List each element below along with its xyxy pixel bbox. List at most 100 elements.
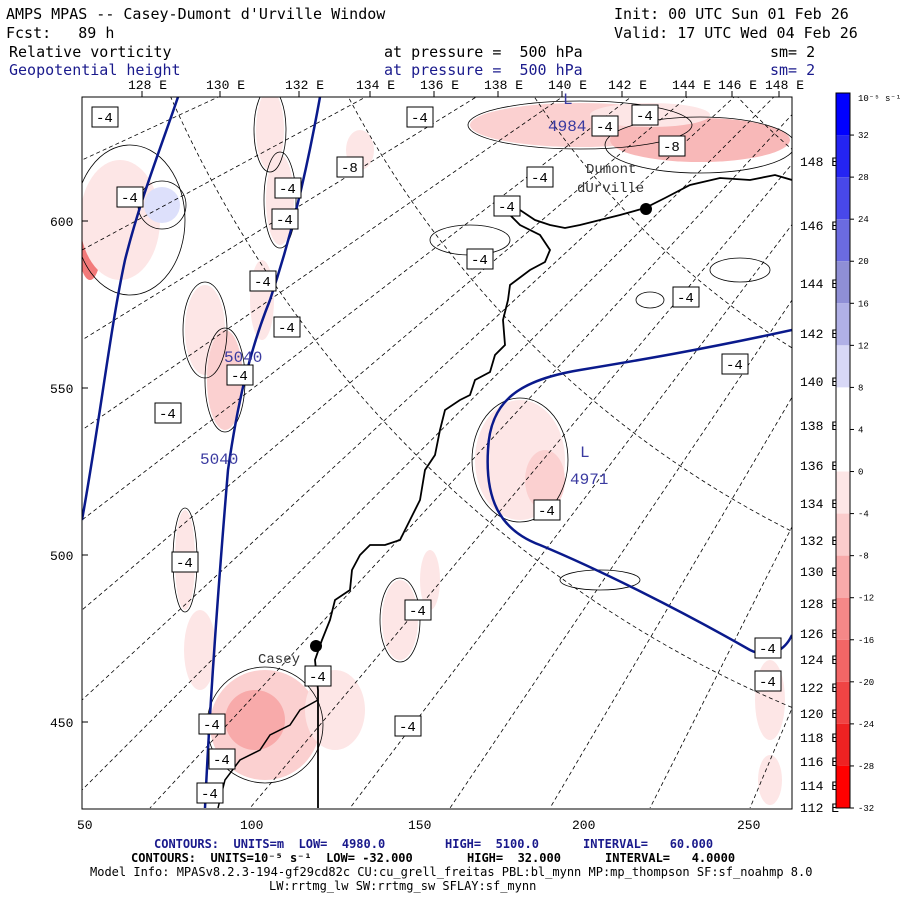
left-axis-label: 450 <box>50 716 73 731</box>
vorticity-label: -4 <box>201 787 218 803</box>
top-lon-label: 148 E <box>765 78 804 93</box>
right-lon-label: 122 E <box>800 681 839 696</box>
meridian-line <box>549 396 792 809</box>
place-labels: Dumont dUrville Casey <box>258 162 644 668</box>
footer-height-interval: INTERVAL= 60.000 <box>583 837 714 851</box>
place-label-dumont: Dumont <box>586 162 636 178</box>
bottom-axis-label: 200 <box>572 818 595 833</box>
vorticity-label: -4 <box>213 753 230 769</box>
colorbar-swatch <box>836 765 850 808</box>
colorbar-tick-label: -12 <box>858 594 874 604</box>
colorbar-unit-label: 10⁻⁵ s⁻¹ <box>858 94 900 104</box>
colorbar-swatch <box>836 597 850 640</box>
vorticity-label: -4 <box>276 213 293 229</box>
bottom-axis-label: 50 <box>77 818 93 833</box>
vorticity-label-box <box>196 782 224 804</box>
vorticity-label-box <box>394 715 422 737</box>
colorbar-tick-label: -32 <box>858 804 874 814</box>
colorbar-tick-label: -4 <box>858 510 869 520</box>
vorticity-label: -4 <box>471 253 488 269</box>
vorticity-label-box <box>336 156 364 178</box>
colorbar-swatch <box>836 639 850 682</box>
colorbar-tick-label: 28 <box>858 173 869 183</box>
vorticity-label: -4 <box>596 120 613 136</box>
height-label: 4984 <box>548 118 586 136</box>
colorbar-tick-label: -24 <box>858 720 874 730</box>
top-lon-label: 142 E <box>608 78 647 93</box>
colorbar-swatch <box>836 681 850 724</box>
vorticity-label: -4 <box>538 504 555 520</box>
vorticity-contours <box>82 97 792 784</box>
vorticity-label-box <box>404 599 432 621</box>
colorbar-tick-label: 12 <box>858 341 869 351</box>
field1-smoothing: sm= 2 <box>770 43 816 61</box>
colorbar-swatch <box>836 261 850 304</box>
colorbar-swatch <box>836 345 850 388</box>
vorticity-label-box <box>304 665 332 687</box>
colorbar-swatch <box>836 471 850 514</box>
vorticity-label: -4 <box>409 604 426 620</box>
vorticity-label-box <box>154 402 182 424</box>
vorticity-label: -4 <box>254 275 271 291</box>
meridian-line <box>82 97 688 611</box>
vorticity-label: -4 <box>279 182 296 198</box>
right-lon-label: 114 E <box>800 779 839 794</box>
vorticity-label: -4 <box>399 720 416 736</box>
vorticity-label: -4 <box>159 407 176 423</box>
top-lon-label: 144 E <box>672 78 711 93</box>
init-time: Init: 00 UTC Sun 01 Feb 26 <box>614 5 849 23</box>
vorticity-label-box <box>721 353 749 375</box>
vorticity-label: -4 <box>759 675 776 691</box>
vorticity-label-box <box>226 364 254 386</box>
top-lon-label: 136 E <box>420 78 459 93</box>
right-lon-label: 138 E <box>800 419 839 434</box>
field2-level: at pressure = 500 hPa <box>384 61 583 79</box>
right-lon-label: 142 E <box>800 327 839 342</box>
meridian-line <box>349 223 792 809</box>
top-lon-label: 146 E <box>718 78 757 93</box>
bottom-axis-labels: 50 100 150 200 250 <box>77 818 760 833</box>
right-longitude-labels: 148 E 146 E 144 E 142 E 140 E 138 E 136 E 134 E… <box>800 155 839 816</box>
footer-model-info: Model Info: MPASv8.2.3-194-gf29cd82c CU:… <box>90 865 813 879</box>
top-lon-label: 140 E <box>548 78 587 93</box>
vorticity-label: -4 <box>231 369 248 385</box>
vorticity-label: -4 <box>636 109 653 125</box>
vorticity-label-box <box>754 670 782 692</box>
left-axis-label: 500 <box>50 549 73 564</box>
colorbar-swatch <box>836 177 850 220</box>
colorbar-tick-label: 20 <box>858 257 869 267</box>
vorticity-label-box <box>274 177 302 199</box>
colorbar-tick-label: 0 <box>858 468 863 478</box>
vorticity-label: -4 <box>121 191 138 207</box>
colorbar-tick-label: 32 <box>858 131 869 141</box>
vorticity-label: -4 <box>96 111 113 127</box>
right-lon-label: 146 E <box>800 219 839 234</box>
vorticity-label-box <box>591 115 619 137</box>
vorticity-label-box <box>533 499 561 521</box>
latitude-circle <box>534 97 792 349</box>
colorbar-swatch <box>836 303 850 346</box>
meridian-line <box>82 97 735 701</box>
colorbar-swatch <box>836 93 850 136</box>
low-marker: L <box>580 444 590 462</box>
colorbar-tick-label: 16 <box>858 299 869 309</box>
right-lon-label: 148 E <box>800 155 839 170</box>
meridian-line <box>82 97 632 521</box>
vorticity-colorbar: 10⁻⁵ s⁻¹ 32 28 24 20 16 12 8 4 0 -4 -8 -12 -16 -20 -24 -… <box>835 92 900 814</box>
vorticity-label-box <box>672 286 700 308</box>
colorbar-swatch <box>836 555 850 598</box>
vorticity-label-box <box>208 748 236 770</box>
colorbar-swatch <box>836 429 850 472</box>
dumont-durville-marker <box>640 203 652 215</box>
right-lon-label: 136 E <box>800 459 839 474</box>
bottom-axis-label: 150 <box>408 818 431 833</box>
top-lon-label: 138 E <box>484 78 523 93</box>
colorbar-tick-label: -28 <box>858 762 874 772</box>
vorticity-label-box <box>466 248 494 270</box>
field1-name: Relative vorticity <box>9 43 172 61</box>
meridian-line <box>82 97 775 791</box>
vorticity-label-box <box>493 195 521 217</box>
vorticity-label: -4 <box>759 642 776 658</box>
colorbar-tick-label: -20 <box>858 678 874 688</box>
